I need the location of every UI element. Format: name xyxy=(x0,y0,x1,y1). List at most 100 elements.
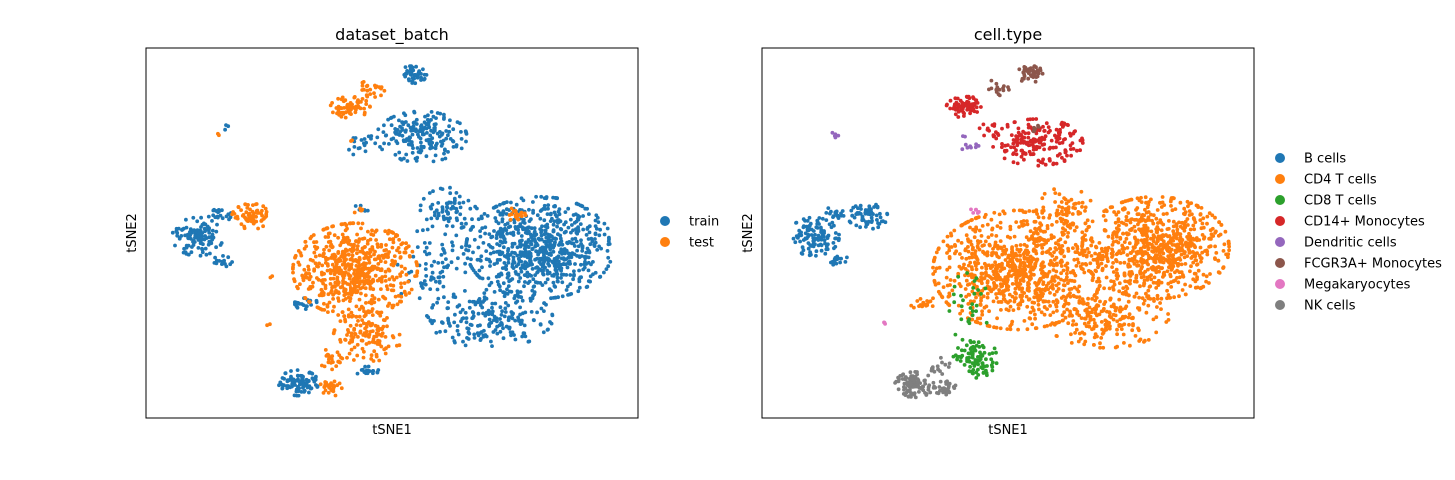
data-point xyxy=(1046,299,1051,304)
data-point xyxy=(1052,187,1056,192)
data-point xyxy=(521,227,525,232)
data-point xyxy=(967,282,972,286)
data-point xyxy=(323,235,328,239)
data-point xyxy=(816,243,821,248)
data-point xyxy=(552,210,557,215)
data-point xyxy=(358,263,363,268)
data-point xyxy=(398,255,403,259)
data-point xyxy=(280,386,285,390)
data-point xyxy=(1108,311,1112,315)
data-point xyxy=(1213,215,1217,220)
data-point xyxy=(529,242,534,247)
data-point xyxy=(1155,208,1160,212)
data-point xyxy=(1145,205,1150,210)
data-point xyxy=(1172,295,1176,300)
data-point xyxy=(967,317,971,322)
data-point xyxy=(1173,207,1178,212)
data-point xyxy=(404,152,409,157)
data-point xyxy=(1014,268,1018,272)
data-point xyxy=(1121,332,1126,337)
data-point xyxy=(1021,210,1026,214)
data-point xyxy=(808,251,813,255)
data-point xyxy=(535,310,539,315)
data-point xyxy=(236,205,241,209)
data-point xyxy=(510,277,515,281)
data-point xyxy=(513,209,518,214)
data-point xyxy=(381,294,385,299)
data-point xyxy=(1168,238,1173,243)
data-point xyxy=(947,309,952,313)
data-point xyxy=(1019,298,1024,303)
data-point xyxy=(1144,291,1148,296)
data-point xyxy=(478,229,482,234)
data-point xyxy=(999,300,1004,304)
data-point xyxy=(510,241,515,246)
data-point xyxy=(219,241,224,245)
data-point xyxy=(352,328,356,332)
data-point xyxy=(1068,312,1073,316)
data-point xyxy=(330,253,335,258)
data-point xyxy=(1058,260,1063,265)
data-point xyxy=(233,215,238,220)
data-point xyxy=(384,346,388,351)
data-point xyxy=(376,127,381,132)
data-point xyxy=(354,314,359,319)
data-point xyxy=(824,247,829,252)
data-point xyxy=(1145,251,1150,256)
data-point xyxy=(351,152,356,157)
data-point xyxy=(980,312,985,317)
data-point xyxy=(1155,296,1160,301)
data-point xyxy=(1052,235,1056,240)
data-point xyxy=(989,233,994,237)
data-point xyxy=(551,296,556,300)
data-point xyxy=(1073,273,1078,278)
data-point xyxy=(522,331,527,336)
data-point xyxy=(375,327,380,332)
data-point xyxy=(806,233,811,237)
data-point xyxy=(463,270,468,275)
data-point xyxy=(343,338,348,342)
data-point xyxy=(984,320,989,325)
data-point xyxy=(983,286,988,291)
data-point xyxy=(572,244,577,248)
data-point xyxy=(468,262,473,267)
data-point xyxy=(382,123,386,128)
data-point xyxy=(994,296,999,300)
data-point xyxy=(581,267,586,272)
data-point xyxy=(370,340,375,344)
data-point xyxy=(501,290,506,295)
data-point xyxy=(545,328,550,332)
data-point xyxy=(949,233,954,238)
data-point xyxy=(1112,282,1117,287)
data-point xyxy=(1151,239,1156,244)
data-point xyxy=(1001,293,1006,297)
data-point xyxy=(1149,266,1154,270)
data-point xyxy=(1052,292,1057,297)
data-point xyxy=(450,224,455,229)
data-point xyxy=(541,330,546,335)
data-point xyxy=(797,228,802,233)
data-point xyxy=(1167,234,1172,238)
data-point xyxy=(583,256,588,261)
data-point xyxy=(488,264,492,268)
data-point xyxy=(1068,226,1073,230)
data-point xyxy=(879,219,884,224)
data-point xyxy=(329,269,334,273)
data-point xyxy=(1156,248,1161,253)
data-point xyxy=(402,156,406,161)
data-point xyxy=(402,281,407,285)
data-point xyxy=(1094,269,1098,274)
data-point xyxy=(542,301,547,305)
data-point xyxy=(384,284,389,289)
data-point xyxy=(995,224,1000,229)
data-point xyxy=(391,237,396,241)
data-point xyxy=(498,239,503,244)
data-point xyxy=(470,217,474,222)
data-point xyxy=(431,189,435,194)
data-point xyxy=(446,219,451,224)
data-point xyxy=(823,241,827,246)
data-point xyxy=(466,330,471,335)
data-point xyxy=(395,302,400,307)
data-point xyxy=(1013,297,1017,301)
data-point xyxy=(446,210,450,215)
